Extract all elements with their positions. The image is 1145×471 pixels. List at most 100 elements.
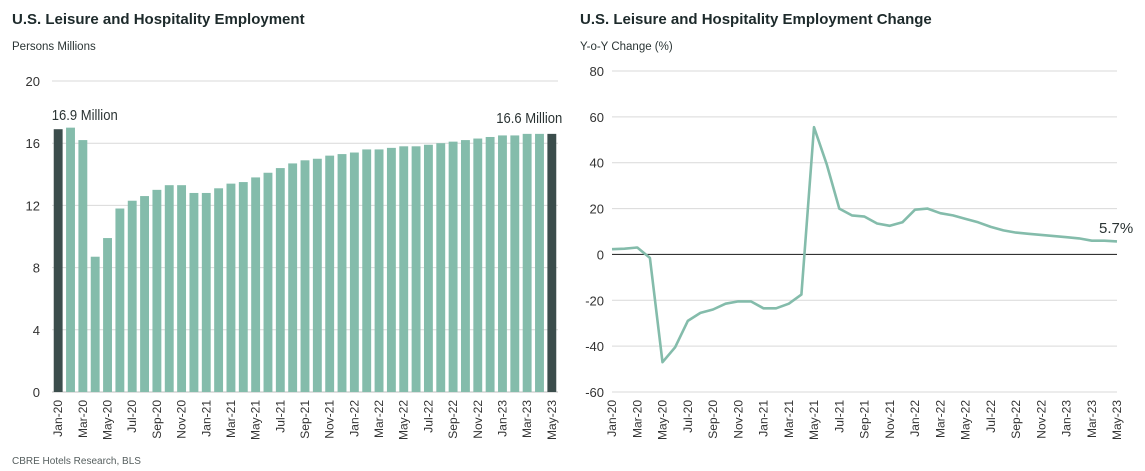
left-y-tick-label: 20 [26,74,40,89]
left-x-tick-label: May-22 [397,400,411,440]
employment-bar [473,138,483,392]
employment-bar [399,146,409,392]
left-x-tick-label: Jan-22 [347,400,361,437]
left-x-tick-label: Mar-22 [372,400,386,438]
right-y-tick-label: 60 [590,110,604,125]
employment-bar [535,133,544,392]
employment-bar [522,133,532,392]
employment-bar [189,192,199,392]
employment-bar [349,152,359,392]
employment-bar [362,149,372,392]
right-x-tick-label: Mar-20 [630,400,644,438]
left-x-tick-label: Sep-22 [446,400,460,439]
right-y-tick-label: 80 [590,64,604,79]
right-x-tick-label: May-23 [1110,400,1124,440]
employment-bar [275,168,285,392]
right-y-tick-label: 0 [597,247,604,262]
left-y-tick-label: 8 [33,261,40,276]
left-chart-y-axis-label: Persons Millions [12,41,96,53]
employment-bar [177,185,187,392]
employment-bar [53,129,63,392]
employment-bar [251,177,261,392]
employment-bar [140,196,150,392]
left-x-tick-label: Mar-23 [520,400,534,438]
employment-bar [485,136,495,392]
right-y-tick-label: 40 [590,156,604,171]
employment-bar [164,185,174,392]
employment-bar [510,135,520,393]
left-x-tick-label: Jan-21 [199,400,213,437]
right-annotation-end: 5.7% [1099,220,1133,237]
employment-bar [436,143,446,392]
employment-bar [448,141,458,392]
right-y-tick-label: -20 [585,293,604,308]
right-x-tick-label: Sep-21 [858,400,872,439]
left-x-tick-label: Mar-21 [224,400,238,438]
left-y-tick-label: 0 [33,385,40,400]
right-x-tick-label: Mar-23 [1085,400,1099,438]
employment-bar [337,154,347,392]
left-x-tick-label: Nov-22 [471,400,485,439]
employment-bar [498,135,507,393]
employment-bar [78,140,88,392]
employment-bar [411,146,421,392]
right-chart-y-axis-label: Y-o-Y Change (%) [580,41,673,53]
left-annotation-start: 16.9 Million [52,107,118,124]
yoy-change-line [611,125,1118,364]
employment-bar [115,208,125,392]
right-x-tick-label: Jul-22 [984,400,998,433]
right-x-tick-label: May-20 [656,400,670,440]
right-y-tick-label: -40 [585,339,604,354]
left-x-tick-label: Nov-20 [175,400,189,439]
left-x-tick-label: Jul-21 [273,400,287,433]
employment-bar [66,127,75,393]
left-y-tick-label: 4 [33,323,40,338]
employment-bar [263,172,273,392]
left-x-tick-label: May-20 [101,400,115,440]
left-x-tick-label: May-21 [249,400,263,440]
right-x-tick-label: Nov-21 [883,400,897,439]
right-x-tick-label: Mar-21 [782,400,796,438]
employment-bar [201,192,211,392]
employment-bar [312,158,322,392]
left-chart-title: U.S. Leisure and Hospitality Employment [12,11,305,28]
right-x-tick-label: Jul-21 [832,400,846,433]
left-x-tick-label: May-23 [545,400,559,440]
left-x-tick-label: Jan-20 [51,400,65,437]
right-x-tick-label: Jan-22 [908,400,922,437]
employment-bar [152,189,162,392]
left-x-tick-label: Jul-20 [125,400,139,433]
left-y-tick-label: 16 [26,136,40,151]
employment-bar [547,133,557,392]
right-x-tick-label: Jan-21 [757,400,771,437]
right-x-tick-label: Nov-20 [731,400,745,439]
right-x-tick-label: Nov-22 [1034,400,1048,439]
source-note: CBRE Hotels Research, BLS [12,456,141,467]
employment-bar [374,149,384,392]
employment-bar [214,188,224,392]
left-x-tick-label: Jul-22 [421,400,435,433]
left-x-tick-label: Nov-21 [323,400,337,439]
left-x-tick-label: Jan-23 [495,400,509,437]
right-x-tick-label: Sep-22 [1009,400,1023,439]
employment-bar [423,144,433,392]
right-x-tick-label: Jan-23 [1060,400,1074,437]
right-x-tick-label: Mar-22 [933,400,947,438]
right-x-tick-label: Sep-20 [706,400,720,439]
employment-bar [127,200,137,392]
right-x-tick-label: May-22 [959,400,973,440]
right-x-tick-label: May-21 [807,400,821,440]
employment-bar [288,163,298,392]
right-x-tick-label: Jul-20 [681,400,695,433]
left-x-tick-label: Sep-20 [150,400,164,439]
right-y-tick-label: 20 [590,202,604,217]
right-x-tick-label: Jan-20 [605,400,619,437]
employment-bar [238,182,248,392]
employment-bar [103,238,112,392]
left-x-tick-label: Mar-20 [76,400,90,438]
employment-bar [386,147,396,392]
employment-bar [226,183,236,392]
employment-bar [90,256,100,392]
employment-bar [460,140,470,392]
